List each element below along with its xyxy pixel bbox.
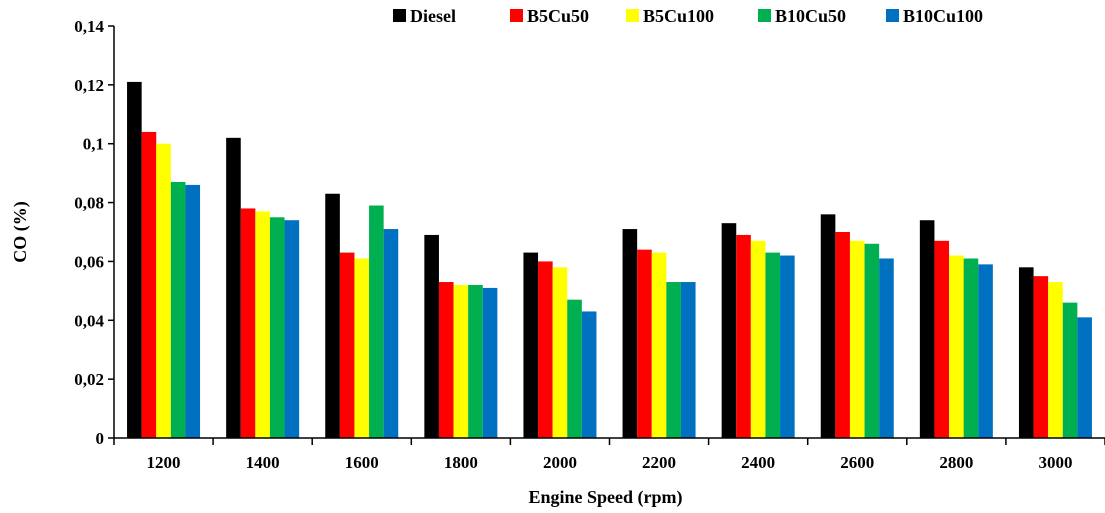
y-tick-label: 0,08 — [74, 194, 104, 213]
bar — [1033, 276, 1049, 438]
bar — [963, 258, 979, 438]
bar — [750, 240, 766, 438]
x-axis-title: Engine Speed (rpm) — [528, 487, 682, 508]
bar — [622, 229, 638, 438]
bar — [482, 287, 498, 438]
y-tick-label: 0,1 — [83, 135, 104, 154]
y-tick-label: 0,12 — [74, 76, 104, 95]
legend-label: B5Cu100 — [643, 6, 714, 26]
x-tick-label: 1800 — [444, 453, 478, 472]
legend-label: Diesel — [410, 6, 456, 26]
bar — [453, 284, 469, 438]
bar — [934, 240, 950, 438]
x-tick-label: 2200 — [642, 453, 676, 472]
bar — [567, 299, 582, 438]
bar — [637, 249, 652, 438]
x-tick-label: 2400 — [741, 453, 775, 472]
x-tick-label: 1200 — [147, 453, 181, 472]
bar — [680, 282, 696, 438]
legend-label: B5Cu50 — [527, 6, 589, 26]
bar — [141, 131, 157, 438]
y-tick-label: 0,02 — [74, 370, 104, 389]
y-tick-label: 0,06 — [74, 252, 104, 271]
bar — [919, 220, 935, 438]
legend-swatch — [626, 9, 639, 22]
bar — [339, 252, 355, 438]
bar — [949, 255, 964, 438]
bar — [523, 252, 539, 438]
y-tick-label: 0,14 — [74, 17, 104, 36]
bar — [978, 264, 993, 438]
legend-swatch — [510, 9, 523, 22]
bar — [849, 240, 865, 438]
bar — [383, 229, 399, 438]
legend-swatch — [886, 9, 899, 22]
bar — [864, 243, 880, 438]
y-tick-label: 0 — [96, 429, 105, 448]
bar — [835, 232, 850, 438]
bar — [438, 282, 454, 438]
bars-layer — [127, 81, 1092, 439]
y-axis-title: CO (%) — [10, 201, 31, 263]
x-tick-label: 2600 — [840, 453, 874, 472]
y-ticks: 0 0,02 0,04 0,06 0,08 0,1 0,12 0,14 — [74, 17, 114, 448]
bar — [240, 208, 256, 438]
bar — [369, 205, 384, 438]
bar — [170, 181, 186, 438]
bar — [284, 220, 300, 438]
bar — [736, 234, 751, 438]
bar — [780, 255, 795, 438]
bar — [765, 252, 781, 438]
legend-label: B10Cu50 — [775, 6, 846, 26]
bar — [226, 137, 241, 439]
x-tick-label: 1400 — [246, 453, 280, 472]
bar — [185, 184, 201, 438]
bar — [1062, 302, 1078, 438]
bar — [581, 311, 597, 438]
legend-label: B10Cu100 — [903, 6, 983, 26]
legend: Diesel B5Cu50 B5Cu100 B10Cu50 B10Cu100 — [393, 6, 983, 26]
x-ticks: 1200 1400 1600 1800 2000 2200 2400 2600 2800 3000 — [113, 438, 1105, 472]
bar — [325, 193, 340, 438]
bar — [666, 282, 681, 438]
bar — [538, 261, 553, 438]
bar — [1077, 317, 1092, 438]
bar — [127, 81, 142, 439]
bar — [820, 214, 836, 438]
legend-swatch — [758, 9, 771, 22]
bar — [721, 223, 737, 438]
x-tick-label: 2000 — [543, 453, 577, 472]
bar — [354, 258, 370, 438]
legend-swatch — [393, 9, 406, 22]
x-tick-label: 3000 — [1038, 453, 1072, 472]
bar — [1048, 282, 1063, 438]
bar — [1018, 267, 1034, 438]
bar — [269, 217, 285, 438]
bar — [552, 267, 568, 438]
bar — [424, 234, 439, 438]
bar — [651, 252, 667, 438]
bar — [156, 143, 171, 438]
bar — [255, 211, 270, 438]
x-tick-label: 2800 — [939, 453, 973, 472]
x-tick-label: 1600 — [345, 453, 379, 472]
bar — [468, 284, 483, 438]
bar — [879, 258, 894, 438]
y-tick-label: 0,04 — [74, 311, 104, 330]
